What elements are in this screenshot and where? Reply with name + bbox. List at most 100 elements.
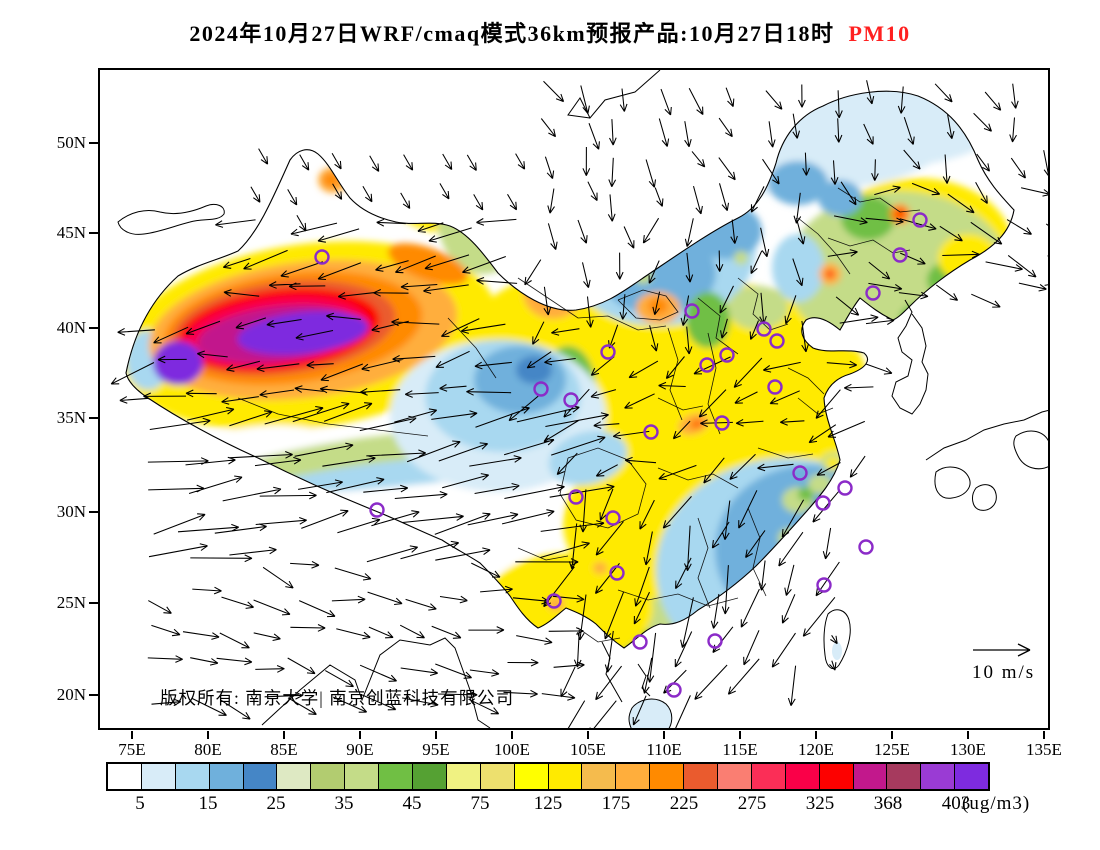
colorbar-cell	[108, 764, 142, 789]
colorbar-cell	[209, 764, 244, 789]
colorbar-cell	[548, 764, 583, 789]
neighboring-coastlines	[117, 69, 1050, 729]
colorbar-tick-label: 45	[402, 793, 422, 814]
colorbar-tick-label: 325	[805, 793, 835, 814]
lat-tick	[89, 602, 98, 604]
lon-tick	[207, 731, 209, 739]
lon-tick	[815, 731, 817, 739]
page-title: 2024年10月27日WRF/cmaq模式36km预报产品:10月27日18时 P…	[0, 16, 1100, 48]
lon-tick	[511, 731, 513, 739]
station-marker	[837, 480, 853, 496]
lon-tick	[359, 731, 361, 739]
lon-label: 135E	[1026, 740, 1062, 759]
colorbar	[106, 762, 990, 791]
copyright-text: 版权所有: 南京大学| 南京创蓝科技有限公司	[160, 688, 514, 708]
station-marker	[769, 333, 785, 349]
station-marker	[632, 634, 648, 650]
station-marker	[792, 465, 808, 481]
lon-tick	[131, 731, 133, 739]
station-marker	[767, 379, 783, 395]
colorbar-cell	[345, 764, 380, 789]
colorbar-cell	[413, 764, 447, 789]
station-marker	[865, 285, 881, 301]
colorbar-cell	[887, 764, 922, 789]
station-marker	[756, 321, 772, 337]
lon-label: 105E	[570, 740, 606, 759]
lon-label: 90E	[346, 740, 374, 759]
colorbar-cell	[718, 764, 752, 789]
title-text: 2024年10月27日WRF/cmaq模式36km预报产品:10月27日18时	[189, 21, 835, 46]
colorbar-tick-label: 75	[470, 793, 490, 814]
hainan-island	[628, 698, 673, 730]
colorbar-tick-label: 125	[533, 793, 563, 814]
station-marker	[719, 347, 735, 363]
station-marker	[666, 682, 682, 698]
lon-label: 75E	[118, 740, 146, 759]
colorbar-tick-label: 225	[669, 793, 699, 814]
lon-label: 130E	[950, 740, 986, 759]
colorbar-cell	[379, 764, 414, 789]
colorbar-cell	[616, 764, 651, 789]
colorbar-cell	[684, 764, 719, 789]
lat-label: 40N	[56, 318, 86, 337]
lat-tick	[89, 417, 98, 419]
station-marker	[605, 510, 621, 526]
colorbar-cell	[514, 764, 549, 789]
lon-tick	[1043, 731, 1045, 739]
colorbar-cell	[853, 764, 888, 789]
station-marker	[369, 502, 385, 518]
station-marker	[314, 249, 330, 265]
station-marker	[684, 303, 700, 319]
colorbar-cell	[446, 764, 481, 789]
colorbar-cell	[921, 764, 956, 789]
map-area: 10 m/s 版权所有: 南京大学| 南京创蓝科技有限公司	[98, 68, 1050, 730]
colorbar-tick-label: 5	[135, 793, 145, 814]
colorbar-cell	[480, 764, 515, 789]
lon-label: 85E	[270, 740, 298, 759]
lon-label: 115E	[722, 740, 758, 759]
lat-tick	[89, 694, 98, 696]
station-marker	[714, 415, 730, 431]
lat-tick	[89, 232, 98, 234]
map-border-frame	[98, 68, 1050, 730]
station-marker	[912, 212, 928, 228]
lon-tick	[587, 731, 589, 739]
station-marker	[533, 381, 549, 397]
lon-tick	[891, 731, 893, 739]
colorbar-cell	[582, 764, 617, 789]
colorbar-tick-label: 175	[601, 793, 631, 814]
lon-label: 95E	[422, 740, 450, 759]
station-marker	[707, 633, 723, 649]
lat-label: 45N	[56, 223, 86, 242]
station-marker	[643, 424, 659, 440]
station-marker	[699, 357, 715, 373]
colorbar-tick-label: 35	[334, 793, 354, 814]
station-marker	[600, 344, 616, 360]
lat-label: 35N	[56, 408, 86, 427]
lon-label: 120E	[798, 740, 834, 759]
lat-label: 20N	[56, 685, 86, 704]
colorbar-tick-label: 25	[266, 793, 286, 814]
taiwan-island	[823, 609, 851, 670]
lat-tick	[89, 511, 98, 513]
station-marker	[816, 577, 832, 593]
pm10-concentration-field	[126, 91, 1013, 649]
station-marker	[563, 392, 579, 408]
colorbar-cell	[175, 764, 210, 789]
wind-legend-label: 10 m/s	[972, 662, 1035, 683]
station-markers	[314, 212, 928, 698]
lon-tick	[435, 731, 437, 739]
colorbar-cell	[751, 764, 786, 789]
colorbar-cell	[785, 764, 820, 789]
wind-arrow-field	[110, 80, 1050, 730]
colorbar-cell	[277, 764, 312, 789]
station-marker	[609, 565, 625, 581]
colorbar-tick-label: 275	[737, 793, 767, 814]
wind-legend-arrow-icon	[973, 643, 1031, 657]
lat-tick	[89, 327, 98, 329]
province-borders	[237, 187, 921, 643]
station-marker	[815, 495, 831, 511]
colorbar-cell	[243, 764, 278, 789]
station-marker	[568, 489, 584, 505]
